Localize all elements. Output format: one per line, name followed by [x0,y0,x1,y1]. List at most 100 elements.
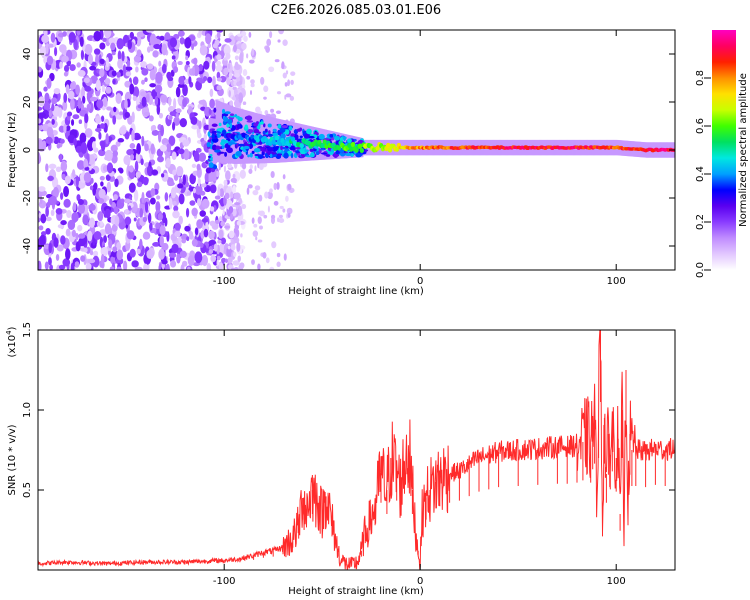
spectrogram-noise-cell [38,124,44,131]
spectrogram-noise-cell [267,191,273,200]
spectrogram-noise-cell [111,51,116,56]
spectrogram-noise-cell [145,30,154,33]
spectrogram-noise-cell [46,126,54,138]
spectrogram-noise-cell [198,152,207,162]
spectrogram-noise-cell [264,191,269,199]
spectrogram-noise-cell [100,246,109,257]
spectrogram-noise-cell [230,213,234,221]
spectrogram-noise-cell [72,114,80,120]
spectrogram-noise-cell [270,214,276,220]
spectrogram-noise-cell [228,90,231,98]
spectrogram-noise-cell [81,86,86,99]
spectrogram-noise-cell [76,160,85,170]
spectrogram-noise-cell [136,31,145,38]
spectrogram-noise-cell [228,206,234,214]
spectrogram-noise-cell [104,77,111,85]
spectrogram-noise-cell [216,85,219,91]
spectrogram-noise-cell [227,163,233,169]
spectrogram-noise-cell [167,76,174,82]
spectrogram-noise-cell [48,163,57,169]
spectrogram-noise-cell [204,172,210,183]
spectrogram-signal-cell [236,143,240,147]
spectrogram-noise-cell [209,98,215,109]
spectrogram-noise-cell [61,55,69,63]
spectrogram-noise-cell [119,111,123,116]
spectrogram-noise-cell [106,106,113,111]
spectrogram-noise-cell [119,126,127,135]
spectrogram-noise-cell [263,96,267,100]
spectrogram-noise-cell [98,132,102,140]
spectrogram-signal-cell [315,151,320,156]
spectrogram-noise-cell [234,55,240,61]
colorbar-tick-label: 0.0 [695,262,706,278]
spectrogram-noise-cell [56,143,61,149]
spectrogram-noise-cell [239,52,244,64]
spectrogram-noise-cell [227,245,231,250]
spectrogram-noise-cell [89,96,98,102]
colorbar-ticks: 0.0 0.2 0.4 0.6 0.8 [695,70,711,278]
spectrogram-noise-cell [232,185,237,195]
spectrogram-noise-cell [144,143,149,152]
spectrogram-signal-cell [355,152,362,158]
spectrogram-signal-cell [343,135,346,142]
spectrogram-noise-cell [182,174,187,186]
spectrogram-signal-cell [223,116,229,123]
spectrogram-noise-cell [116,242,121,251]
spectrogram-envelope-cell [210,118,213,182]
spectrogram-noise-cell [60,220,67,226]
spectrogram-noise-cell [156,86,161,98]
spectrogram-noise-cell [83,247,88,253]
spectrogram-noise-cell [263,214,268,219]
snr-x-ticks: -100 0 100 [213,330,626,587]
colorbar-tick-label: 0.8 [695,70,706,86]
spectrogram-noise-cell [99,123,106,129]
spectrogram-noise-cell [177,183,184,189]
spectrogram-noise-cell [285,195,289,202]
spectrogram-noise-cell [173,66,179,73]
spectrogram-noise-cell [183,148,190,161]
spectrogram-signal-cell [235,150,242,157]
spectrogram-noise-cell [208,239,216,246]
spectrogram-noise-cell [269,266,275,270]
spectrogram-noise-cell [222,209,225,216]
spectrogram-noise-cell [233,266,239,270]
spectrogram-noise-cell [144,201,149,213]
spectrogram-noise-cell [159,144,168,152]
spectrogram-noise-cell [59,153,63,163]
spectrogram-noise-cell [149,69,156,81]
spectrogram-noise-cell [189,173,196,185]
spectrogram-noise-cell [55,166,62,173]
spectrogram-x-axis-title: Height of straight line (km) [288,286,424,297]
spectrogram-noise-cell [268,66,275,73]
spectrogram-noise-cell [55,208,63,215]
spectrogram-noise-cell [117,50,122,61]
spectrogram-noise-cell [225,258,229,264]
spectrogram-noise-cell [216,255,221,261]
spectrogram-signal-cell [210,168,216,173]
snr-x-tick-label: -100 [213,576,236,587]
spectrogram-noise-cell [186,236,190,242]
spectrogram-noise-cell [209,184,217,194]
spectrogram-noise-cell [207,43,211,49]
spectrogram-signal-cell [238,143,245,147]
spectrogram-envelope-cell [209,118,212,182]
spectrogram-noise-cell [98,188,106,199]
spectrogram-noise-cell [131,111,135,123]
spectrogram-noise-cell [209,88,214,98]
spectrogram-noise-cell [208,108,212,115]
spectrogram-noise-cell [229,100,234,107]
spectrogram-y-tick-label: -40 [22,238,33,254]
spectrogram-noise-cell [282,72,287,79]
spectrogram-noise-cell [77,70,86,77]
spectrogram-y-tick-label: 0 [22,147,33,153]
spectrogram-noise-cell [65,248,71,261]
spectrogram-noise-cell [147,165,151,173]
spectrogram-noise-cell [164,217,168,227]
spectrogram-noise-cell [113,206,119,215]
spectrogram-noise-cell [277,39,281,43]
spectrogram-noise-cell [281,61,285,70]
spectrogram-noise-cell [274,59,280,63]
spectrogram-noise-cell [60,192,64,200]
spectrogram-noise-cell [115,113,123,120]
spectrogram-noise-cell [99,58,105,65]
